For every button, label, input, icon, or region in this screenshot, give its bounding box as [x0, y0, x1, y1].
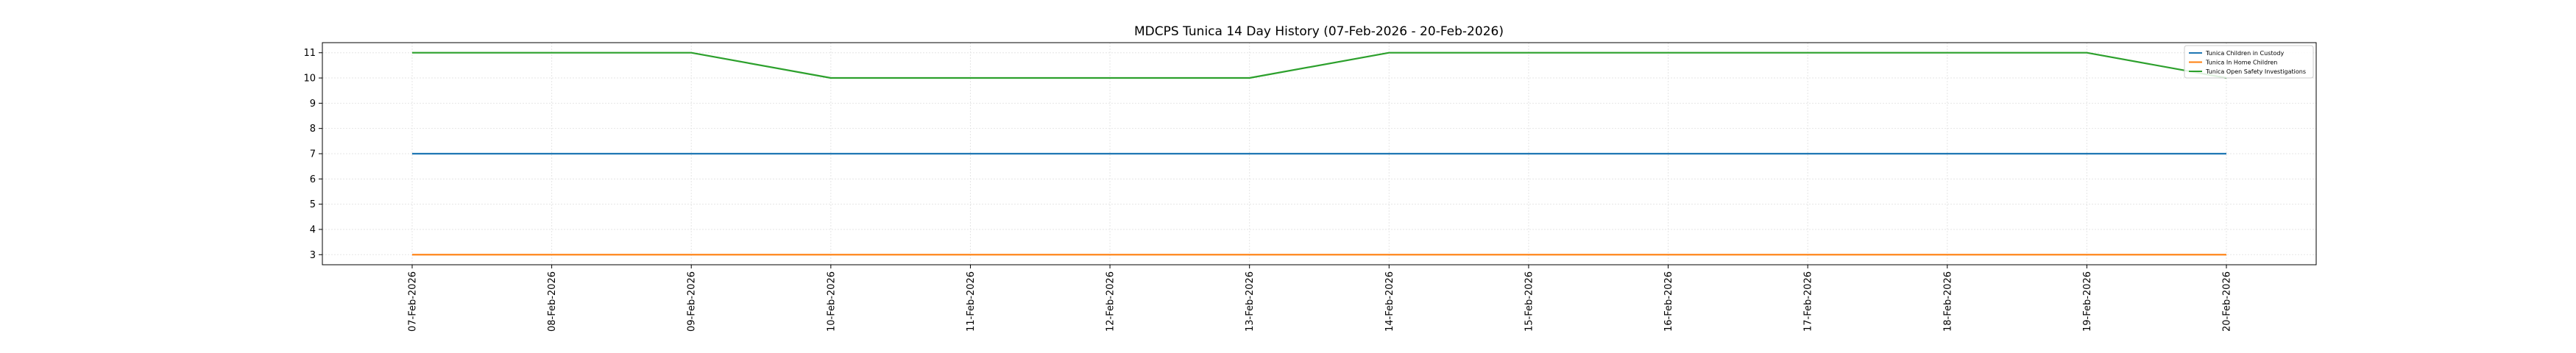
x-tick-label: 12-Feb-2026	[1105, 271, 1117, 332]
y-tick-label: 6	[310, 174, 316, 185]
x-tick-label: 14-Feb-2026	[1384, 271, 1395, 332]
x-tick-label: 10-Feb-2026	[826, 271, 837, 332]
x-tick-label: 09-Feb-2026	[687, 271, 698, 332]
legend-label-1: Tunica Children in Custody	[2205, 50, 2284, 57]
x-tick-label: 17-Feb-2026	[1803, 271, 1814, 332]
x-tick-label: 07-Feb-2026	[408, 271, 419, 332]
x-axis: 07-Feb-2026 08-Feb-2026 09-Feb-2026 10-Feb-…	[408, 265, 2233, 332]
series-lines	[412, 51, 2227, 256]
chart-title: MDCPS Tunica 14 Day History (07-Feb-2026…	[1134, 24, 1504, 39]
legend: Tunica Children in Custody Tunica In Home…	[2184, 45, 2314, 79]
y-tick-label: 9	[310, 99, 316, 110]
y-axis: 3 4 5 6 7 8 9 10 11	[303, 48, 322, 261]
x-tick-label: 19-Feb-2026	[2082, 271, 2093, 332]
y-tick-label: 11	[303, 48, 316, 59]
y-tick-label: 10	[303, 74, 316, 85]
series-line-3	[412, 51, 2227, 79]
y-tick-label: 8	[310, 124, 316, 135]
y-tick-label: 4	[310, 224, 316, 235]
x-tick-label: 13-Feb-2026	[1245, 271, 1256, 332]
x-tick-label: 20-Feb-2026	[2222, 271, 2233, 332]
x-tick-label: 15-Feb-2026	[1524, 271, 1535, 332]
x-tick-label: 08-Feb-2026	[547, 271, 558, 332]
legend-label-2: Tunica In Home Children	[2205, 60, 2277, 66]
x-tick-label: 18-Feb-2026	[1942, 271, 1953, 332]
y-tick-label: 5	[310, 199, 316, 210]
legend-label-3: Tunica Open Safety Investigations	[2205, 68, 2306, 75]
legend-box	[2184, 45, 2314, 79]
y-tick-label: 3	[310, 250, 316, 261]
y-tick-label: 7	[310, 149, 316, 160]
x-tick-label: 16-Feb-2026	[1663, 271, 1674, 332]
x-tick-label: 11-Feb-2026	[966, 271, 977, 332]
